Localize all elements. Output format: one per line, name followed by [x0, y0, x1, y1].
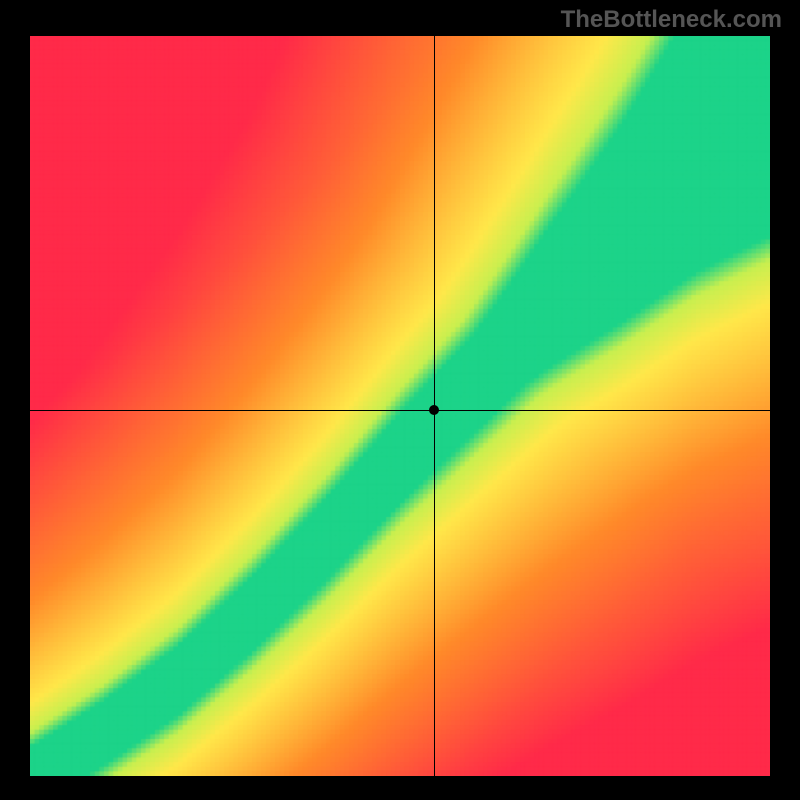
crosshair-marker	[429, 405, 439, 415]
chart-container: TheBottleneck.com	[0, 0, 800, 800]
watermark-text: TheBottleneck.com	[561, 6, 782, 34]
heatmap-canvas	[30, 36, 770, 776]
crosshair-horizontal	[30, 410, 770, 411]
